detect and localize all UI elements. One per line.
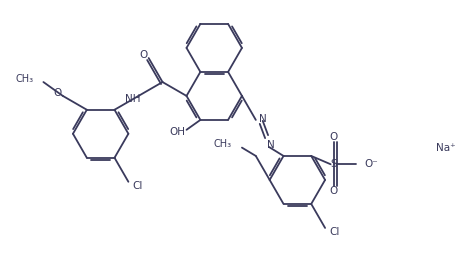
Text: CH₃: CH₃ — [214, 139, 232, 149]
Text: O: O — [140, 50, 148, 60]
Text: NH: NH — [125, 94, 140, 104]
Text: N: N — [259, 114, 266, 124]
Text: Na⁺: Na⁺ — [436, 143, 456, 153]
Text: Cl: Cl — [329, 227, 339, 237]
Text: OH: OH — [170, 127, 186, 137]
Text: Cl: Cl — [132, 181, 143, 191]
Text: O⁻: O⁻ — [364, 159, 378, 169]
Text: CH₃: CH₃ — [15, 74, 34, 84]
Text: O: O — [329, 186, 337, 196]
Text: O: O — [329, 132, 337, 142]
Text: S: S — [330, 159, 337, 169]
Text: N: N — [267, 140, 275, 150]
Text: O: O — [54, 88, 62, 98]
